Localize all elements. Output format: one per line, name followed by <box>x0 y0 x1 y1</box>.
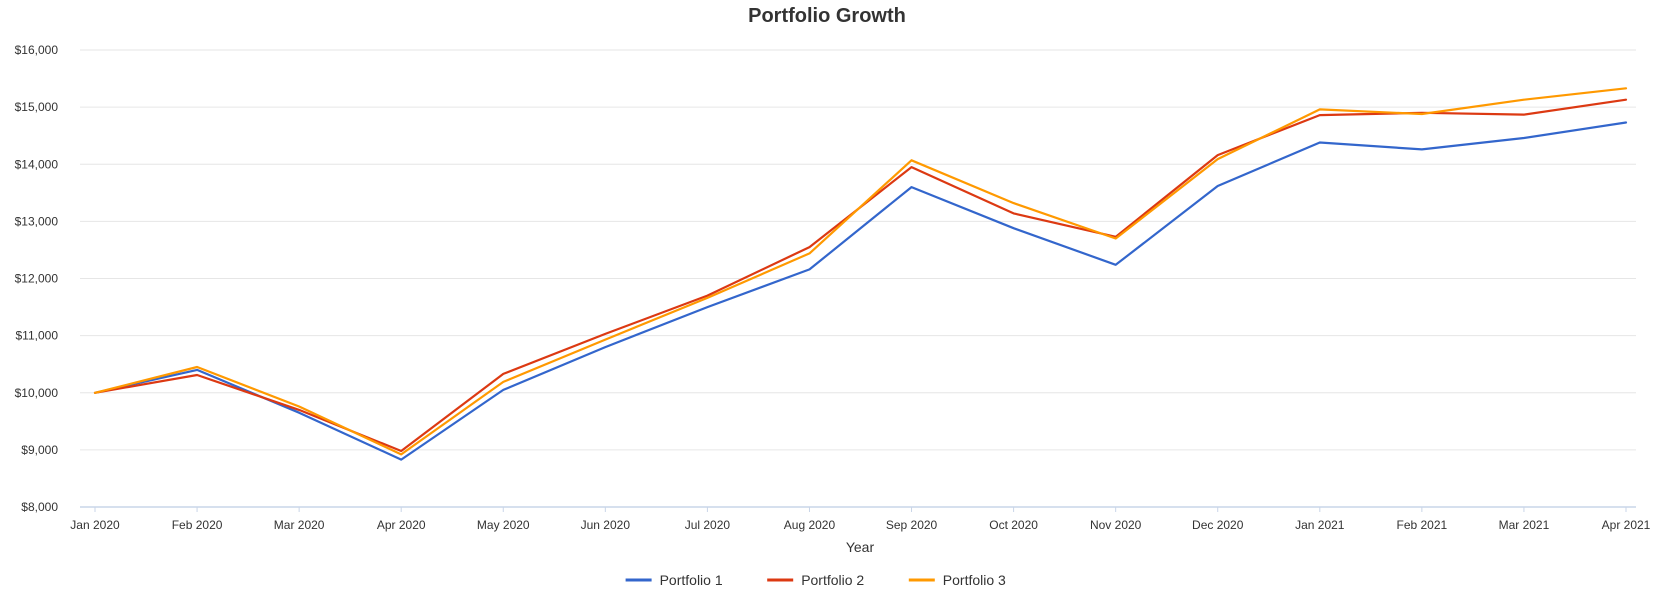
data-point[interactable] <box>1113 236 1119 242</box>
legend[interactable]: Portfolio 1 Portfolio 2 Portfolio 3 <box>625 572 1006 588</box>
data-point[interactable] <box>1113 262 1119 268</box>
data-point[interactable] <box>1011 210 1017 216</box>
y-tick-label: $10,000 <box>15 386 59 400</box>
y-tick-label: $13,000 <box>15 214 59 228</box>
legend-item-portfolio-1[interactable]: Portfolio 1 <box>625 572 723 588</box>
data-point[interactable] <box>704 304 710 310</box>
gridlines <box>80 49 1636 508</box>
series-line-portfolio-2[interactable] <box>93 98 1628 453</box>
data-point[interactable] <box>1317 140 1323 146</box>
legend-item-portfolio-3[interactable]: Portfolio 3 <box>908 572 1006 588</box>
legend-label: Portfolio 3 <box>943 572 1006 588</box>
x-tick-label: Feb 2020 <box>172 518 223 532</box>
x-tick-label: Apr 2021 <box>1602 518 1651 532</box>
data-point[interactable] <box>398 451 404 457</box>
x-axis-label: Year <box>846 539 875 555</box>
data-point[interactable] <box>194 364 200 370</box>
data-point[interactable] <box>909 157 915 163</box>
data-point[interactable] <box>92 390 98 396</box>
legend-label: Portfolio 2 <box>801 572 864 588</box>
series-line-portfolio-3[interactable] <box>93 87 1628 456</box>
data-point[interactable] <box>1419 111 1425 117</box>
data-point[interactable] <box>1215 156 1221 162</box>
chart-title: Portfolio Growth <box>748 5 906 27</box>
data-point[interactable] <box>1521 135 1527 141</box>
data-point[interactable] <box>398 457 404 463</box>
y-tick-label: $12,000 <box>15 272 59 286</box>
data-point[interactable] <box>1215 183 1221 189</box>
data-point[interactable] <box>1419 146 1425 152</box>
y-tick-label: $8,000 <box>21 500 58 514</box>
x-tick-label: Feb 2021 <box>1397 518 1448 532</box>
x-tick-label: Dec 2020 <box>1192 518 1244 532</box>
x-tick-label: Mar 2020 <box>274 518 325 532</box>
x-tick-label: Jun 2020 <box>581 518 631 532</box>
data-point[interactable] <box>1521 97 1527 103</box>
data-point[interactable] <box>1623 97 1629 103</box>
y-tick-label: $16,000 <box>15 43 59 57</box>
x-axis: Jan 2020 Feb 2020 Mar 2020 Apr 2020 May 2020… <box>70 507 1651 532</box>
legend-label: Portfolio 1 <box>660 572 723 588</box>
x-tick-label: Oct 2020 <box>989 518 1038 532</box>
data-point[interactable] <box>296 403 302 409</box>
x-tick-label: Sep 2020 <box>886 518 938 532</box>
data-point[interactable] <box>806 244 812 250</box>
data-point[interactable] <box>1623 120 1629 126</box>
data-point[interactable] <box>500 379 506 385</box>
x-tick-label: Jul 2020 <box>685 518 731 532</box>
x-tick-label: Mar 2021 <box>1499 518 1550 532</box>
x-tick-label: Apr 2020 <box>377 518 426 532</box>
y-tick-label: $9,000 <box>21 443 58 457</box>
data-point[interactable] <box>500 387 506 393</box>
data-point[interactable] <box>1011 225 1017 231</box>
data-point[interactable] <box>194 372 200 378</box>
data-point[interactable] <box>704 295 710 301</box>
series-lines <box>92 85 1629 463</box>
data-point[interactable] <box>806 250 812 256</box>
legend-item-portfolio-2[interactable]: Portfolio 2 <box>767 572 864 588</box>
data-point[interactable] <box>500 371 506 377</box>
y-axis: $8,000 $9,000 $10,000 $11,000 $12,000 $13,000… <box>15 43 59 514</box>
data-point[interactable] <box>1623 85 1629 91</box>
data-point[interactable] <box>806 266 812 272</box>
y-tick-label: $14,000 <box>15 157 59 171</box>
data-point[interactable] <box>1011 200 1017 206</box>
x-tick-label: Nov 2020 <box>1090 518 1142 532</box>
y-tick-label: $11,000 <box>16 329 59 343</box>
series-line-portfolio-1[interactable] <box>93 121 1628 461</box>
x-tick-label: Jan 2021 <box>1295 518 1345 532</box>
data-point[interactable] <box>1317 106 1323 112</box>
x-tick-label: Jan 2020 <box>70 518 120 532</box>
data-point[interactable] <box>602 344 608 350</box>
data-point[interactable] <box>602 337 608 343</box>
x-tick-label: Aug 2020 <box>784 518 836 532</box>
data-point[interactable] <box>1521 112 1527 118</box>
data-point[interactable] <box>1317 112 1323 118</box>
data-point[interactable] <box>909 164 915 170</box>
data-point[interactable] <box>602 331 608 337</box>
y-tick-label: $15,000 <box>15 100 59 114</box>
data-point[interactable] <box>909 184 915 190</box>
x-tick-label: May 2020 <box>477 518 530 532</box>
